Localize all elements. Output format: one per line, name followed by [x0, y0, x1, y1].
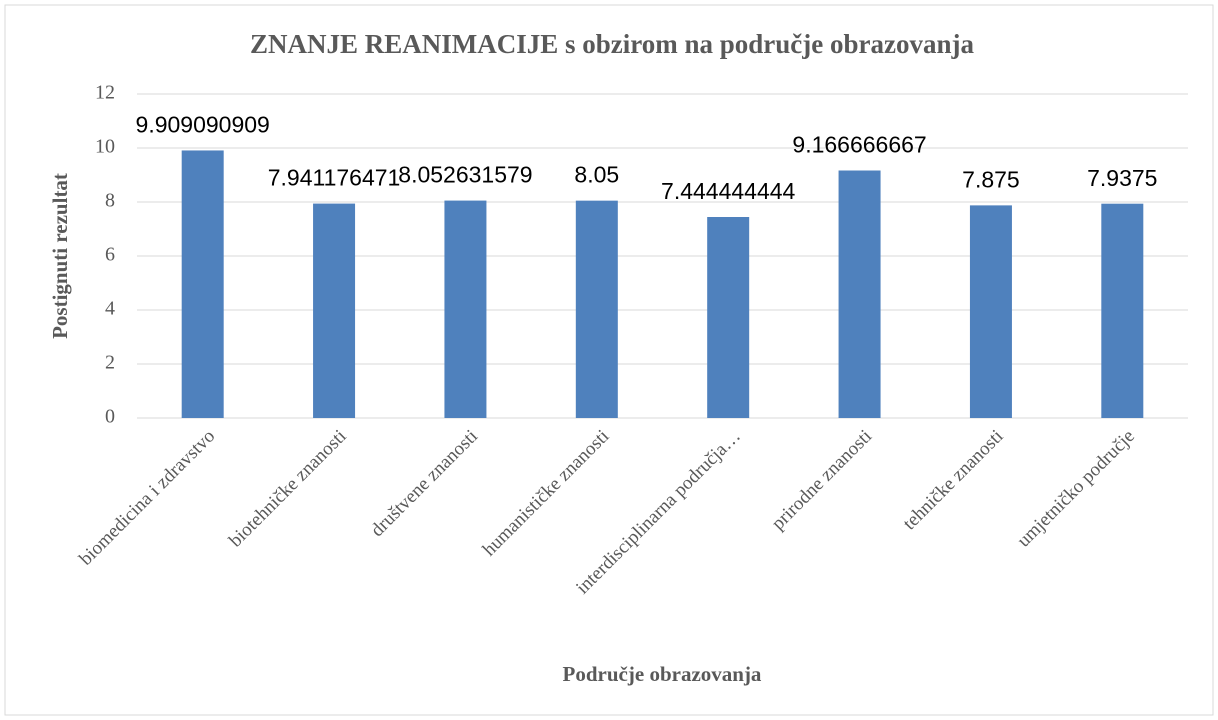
y-tick-label: 2: [105, 352, 115, 374]
data-label: 9.166666667: [792, 132, 926, 158]
bar: [575, 200, 618, 418]
data-label: 7.444444444: [661, 178, 796, 204]
y-axis-title: Postignuti rezultat: [48, 173, 72, 339]
bar: [444, 200, 487, 418]
y-tick-label: 4: [105, 298, 115, 320]
bar: [181, 150, 224, 419]
data-label: 8.05: [574, 162, 619, 188]
bar: [969, 205, 1012, 418]
data-label: 9.909090909: [136, 112, 270, 138]
bar: [313, 203, 356, 418]
data-label: 7.941176471: [268, 165, 401, 191]
y-tick-label: 10: [95, 136, 115, 158]
x-axis-title: Područje obrazovanja: [563, 662, 762, 686]
y-tick-label: 8: [105, 190, 115, 212]
bar: [1101, 203, 1144, 418]
data-label: 7.9375: [1087, 165, 1157, 191]
bar: [838, 170, 881, 418]
y-tick-label: 0: [105, 406, 115, 428]
data-label: 8.052631579: [398, 162, 532, 188]
chart-title: ZNANJE REANIMACIJE s obzirom na područje…: [250, 29, 975, 59]
bar: [707, 217, 750, 418]
y-tick-label: 12: [95, 82, 115, 104]
data-label: 7.875: [962, 166, 1020, 192]
y-tick-label: 6: [105, 244, 115, 266]
